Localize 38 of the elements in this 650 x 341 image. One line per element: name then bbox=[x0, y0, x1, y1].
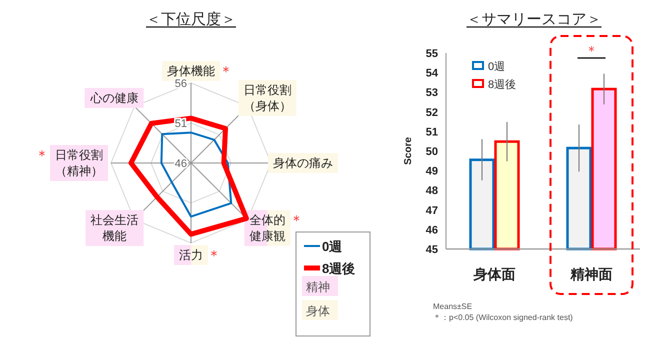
spoke-label: 全体的健康観 bbox=[249, 213, 286, 244]
legend-label: 8週後 bbox=[322, 261, 356, 276]
spoke-label: 活力 bbox=[179, 248, 203, 262]
y-tick-label: 51 bbox=[426, 126, 438, 138]
y-tick-label: 50 bbox=[426, 146, 438, 158]
text: ＊ bbox=[289, 212, 304, 228]
text: ＊ bbox=[219, 63, 233, 79]
spoke-label: 社会生活機能 bbox=[90, 213, 139, 244]
y-tick-label: 48 bbox=[426, 185, 438, 198]
y-tick-label: 46 bbox=[426, 224, 438, 236]
spoke-label: 身体機能 bbox=[167, 64, 215, 78]
legend-label: 0週 bbox=[322, 239, 344, 254]
spoke-label: 身体の痛み bbox=[273, 156, 333, 170]
chart-title: ＜下位尺度＞ bbox=[146, 11, 236, 28]
text: 精神 bbox=[306, 280, 330, 294]
x-tick-label: 精神面 bbox=[570, 266, 612, 282]
y-axis-title: Score bbox=[403, 136, 414, 165]
y-tick-label: 55 bbox=[426, 48, 438, 60]
y-tick-label: 56 bbox=[174, 78, 187, 90]
spoke-label: 心の健康 bbox=[90, 90, 139, 105]
chart-title: ＜サマリースコア＞ bbox=[466, 11, 602, 28]
x-tick-label: 身体面 bbox=[472, 266, 516, 282]
legend-label: 8週後 bbox=[488, 79, 516, 91]
y-tick-label: 49 bbox=[426, 166, 438, 178]
legend-label: 0週 bbox=[488, 61, 506, 73]
text: 身体 bbox=[306, 304, 330, 318]
spoke-label: 日常役割（身体） bbox=[243, 82, 292, 113]
text: ＊：p<0.05 (Wilcoxon signed-rank test) bbox=[433, 313, 574, 322]
spoke-label: 日常役割（精神） bbox=[55, 148, 103, 178]
text: Means±SE bbox=[433, 302, 472, 311]
y-tick-label: 52 bbox=[426, 106, 438, 119]
y-tick-label: 53 bbox=[426, 87, 438, 100]
y-tick-label: 45 bbox=[426, 244, 438, 256]
annotation: ＊ bbox=[585, 43, 598, 58]
y-tick-label: 54 bbox=[426, 68, 439, 80]
y-tick-label: 47 bbox=[426, 204, 438, 217]
text: ＊ bbox=[35, 147, 49, 163]
text: ＊ bbox=[207, 247, 221, 263]
